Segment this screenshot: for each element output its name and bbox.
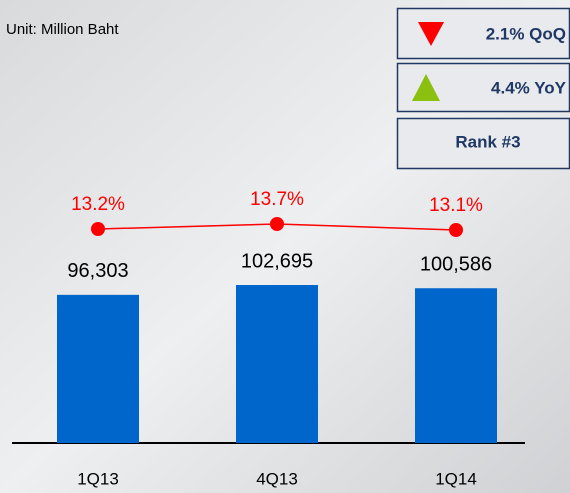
x-tick-label: 1Q14	[435, 469, 477, 488]
ratio-point	[270, 217, 284, 231]
rank-text: Rank #3	[455, 132, 520, 151]
bar-value-label: 102,695	[241, 250, 313, 272]
yoy-text: 4.4% YoY	[491, 78, 567, 97]
bar	[57, 294, 139, 443]
x-tick-label: 1Q13	[77, 469, 119, 488]
ratio-label: 13.1%	[429, 195, 483, 216]
down-arrow	[418, 22, 444, 46]
ratio-point	[449, 223, 463, 237]
qoq-text: 2.1% QoQ	[486, 24, 566, 43]
ratio-label: 13.2%	[71, 194, 125, 215]
bar-value-label: 96,303	[67, 260, 128, 282]
bar	[236, 285, 318, 443]
unit-label: Unit: Million Baht	[6, 21, 119, 38]
x-tick-label: 4Q13	[256, 469, 298, 488]
bar-value-label: 100,586	[420, 254, 492, 276]
rank-box	[396, 117, 570, 170]
bar	[415, 288, 497, 443]
up-arrow	[412, 74, 440, 101]
ratio-point	[91, 222, 105, 236]
ratio-label: 13.7%	[250, 189, 304, 210]
